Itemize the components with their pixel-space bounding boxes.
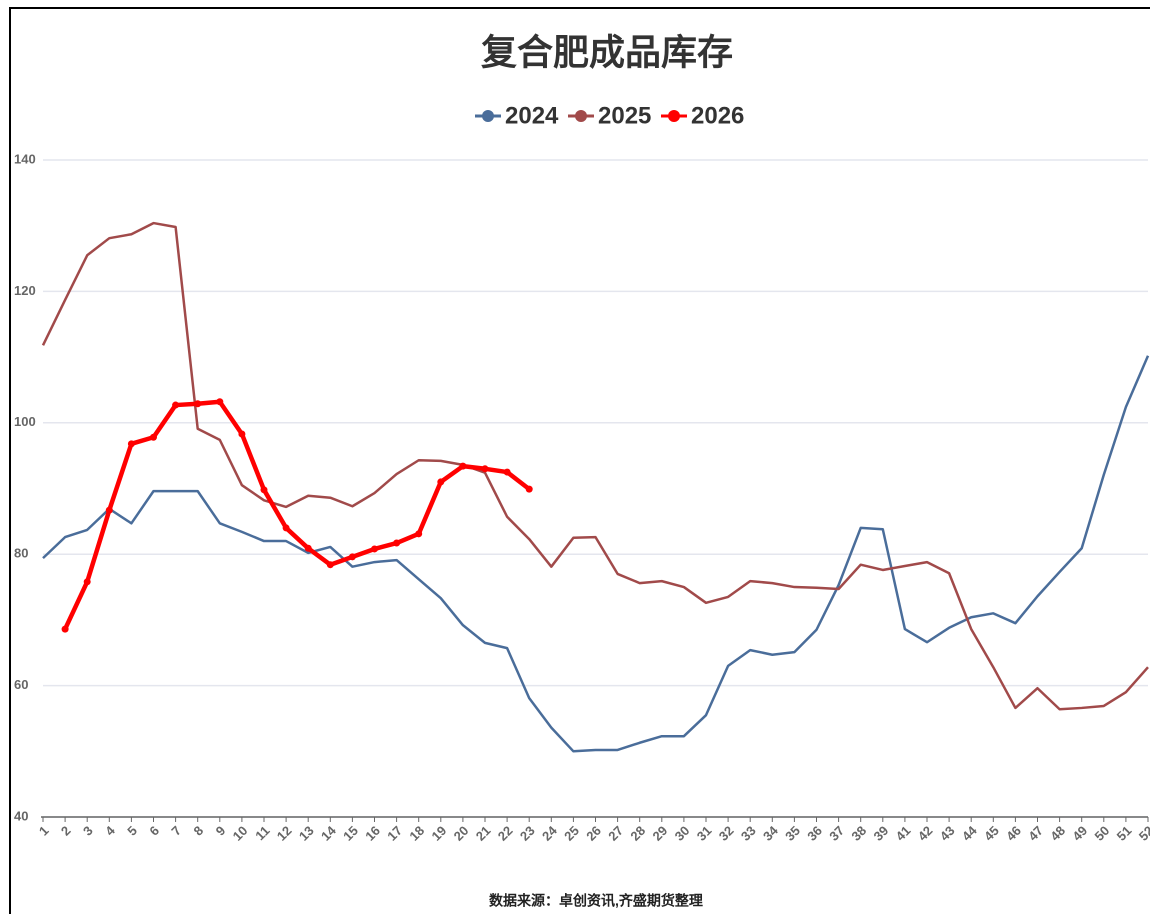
x-tick-label: 48 xyxy=(1047,823,1068,844)
data-point xyxy=(172,401,180,409)
x-tick-label: 3 xyxy=(80,823,96,839)
x-tick-label: 50 xyxy=(1092,823,1113,844)
legend-marker xyxy=(668,110,680,122)
x-tick-label: 34 xyxy=(760,822,781,843)
data-point xyxy=(371,545,378,553)
x-tick-label: 14 xyxy=(318,822,339,843)
x-tick-label: 2 xyxy=(58,823,74,839)
data-point xyxy=(238,430,246,438)
data-point xyxy=(415,530,423,538)
x-tick-label: 31 xyxy=(694,823,715,844)
data-point xyxy=(481,465,489,473)
x-tick-label: 18 xyxy=(406,823,427,844)
data-point xyxy=(282,524,290,532)
data-point xyxy=(127,440,135,448)
x-tick-label: 21 xyxy=(473,823,494,844)
x-tick-label: 5 xyxy=(124,823,140,839)
legend: 2024 2025 2026 xyxy=(475,102,744,129)
data-point xyxy=(348,553,356,561)
x-tick-label: 12 xyxy=(274,823,295,844)
x-tick-label: 28 xyxy=(627,823,648,844)
data-point xyxy=(105,506,113,514)
x-tick-label: 33 xyxy=(738,823,759,844)
x-tick-label: 41 xyxy=(893,823,914,844)
x-tick-label: 27 xyxy=(605,823,626,844)
data-point xyxy=(194,400,202,408)
x-tick-label: 23 xyxy=(517,823,538,844)
x-tick-label: 19 xyxy=(429,823,450,844)
y-tick-label: 80 xyxy=(14,546,28,561)
x-tick-label: 42 xyxy=(915,823,936,844)
x-tick-label: 51 xyxy=(1114,823,1135,844)
x-tick-label: 16 xyxy=(362,823,383,844)
x-tick-label: 46 xyxy=(1003,823,1024,844)
y-tick-label: 100 xyxy=(14,414,36,429)
x-tick-label: 7 xyxy=(168,823,184,839)
data-point xyxy=(83,578,91,586)
x-tick-label: 37 xyxy=(826,823,847,844)
legend-label: 2025 xyxy=(598,102,651,129)
legend-marker xyxy=(575,110,587,122)
x-tick-label: 35 xyxy=(782,823,803,844)
x-tick-label: 15 xyxy=(340,823,361,844)
series-line xyxy=(41,221,1149,711)
x-tick-label: 43 xyxy=(937,823,958,844)
frame xyxy=(9,7,1150,914)
y-tick-label: 60 xyxy=(14,677,28,692)
x-tick-label: 8 xyxy=(191,823,207,839)
legend-label: 2026 xyxy=(691,102,744,129)
chart-title: 复合肥成品库存 xyxy=(481,32,733,73)
x-tick-label: 26 xyxy=(583,823,604,844)
y-tick-label: 140 xyxy=(14,151,36,166)
y-tick-label: 120 xyxy=(14,283,36,298)
x-tick-label: 4 xyxy=(102,822,118,838)
x-tick-label: 24 xyxy=(539,822,560,843)
x-tick-label: 44 xyxy=(959,822,980,843)
data-point xyxy=(437,478,445,486)
legend-marker xyxy=(482,110,494,122)
data-point xyxy=(216,398,224,406)
x-tick-label: 52 xyxy=(1136,823,1150,844)
x-tick-label: 6 xyxy=(146,823,162,839)
data-point xyxy=(150,433,157,441)
x-tick-label: 38 xyxy=(848,823,869,844)
x-tick-label: 1 xyxy=(36,823,52,839)
x-tick-label: 10 xyxy=(230,823,251,844)
x-tick-label: 11 xyxy=(252,823,272,843)
legend-label: 2024 xyxy=(505,102,559,129)
x-tick-label: 47 xyxy=(1025,823,1046,844)
x-tick-label: 32 xyxy=(716,823,737,844)
x-tick-label: 13 xyxy=(296,823,317,844)
x-tick-label: 39 xyxy=(871,823,892,844)
x-tick-label: 29 xyxy=(650,823,671,844)
data-point xyxy=(304,544,312,552)
x-tick-label: 22 xyxy=(495,823,516,844)
data-point xyxy=(503,468,511,476)
data-point xyxy=(260,486,268,494)
x-tick-label: 25 xyxy=(561,823,582,844)
y-tick-label: 40 xyxy=(14,808,28,823)
series-line xyxy=(63,399,531,631)
x-tick-label: 36 xyxy=(804,823,825,844)
data-point xyxy=(393,539,401,547)
data-point xyxy=(326,561,334,569)
x-tick-label: 30 xyxy=(672,823,693,844)
x-tick-label: 49 xyxy=(1069,823,1090,844)
data-point xyxy=(525,485,533,493)
x-tick-label: 45 xyxy=(981,823,1002,844)
source-note: 数据来源：卓创资讯,齐盛期货整理 xyxy=(489,893,703,909)
x-tick-label: 20 xyxy=(451,823,472,844)
x-tick-label: 17 xyxy=(384,823,405,844)
data-point xyxy=(459,462,467,470)
series-line xyxy=(42,355,1150,753)
data-point xyxy=(61,625,69,633)
x-tick-label: 9 xyxy=(213,823,229,839)
